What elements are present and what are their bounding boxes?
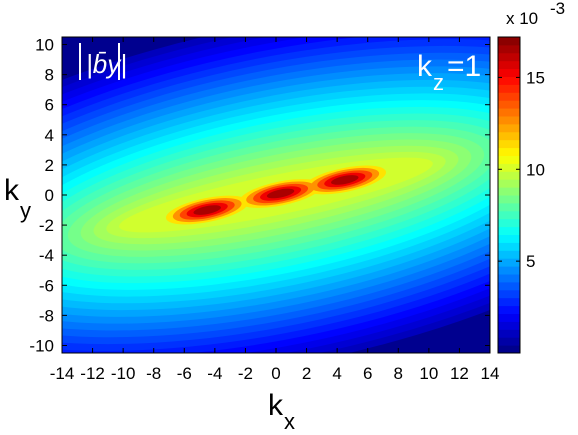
colorbar-band [498,163,520,172]
colorbar-band [498,92,520,101]
y-ticks: -10 -8 -6 -4 -2 0 2 4 6 8 10 [29,36,490,355]
colorbar-band [498,313,520,322]
kz-annotation: k z =1 [417,50,481,95]
colorbar-band [498,84,520,93]
colorbar-band [498,345,520,354]
colorbar-band [498,100,520,109]
colorbar-band [498,171,520,180]
x-axis-label: k x [268,389,295,434]
y-axis-label: k y [4,174,31,223]
x-axis-label-main: k [268,389,284,422]
colorbar: 5 10 15 x 10 -3 [497,0,565,354]
y-tick-label: 0 [45,186,54,205]
colorbar-band [498,60,520,70]
panel-label-text: |b̄y| [86,49,127,79]
colorbar-band [498,242,520,251]
x-tick-label: 4 [332,364,341,383]
y-tick-label: -6 [39,276,54,295]
colorbar-band [498,297,520,307]
panel-label: |b̄y| [79,43,127,80]
x-tick-label: -12 [80,364,105,383]
colorbar-band [498,123,520,133]
colorbar-band [498,305,520,314]
colorbar-band [498,289,520,299]
x-tick-label: -4 [207,364,222,383]
y-tick-label: -8 [39,306,54,325]
colorbar-band [498,274,520,283]
heat-peak [266,188,295,199]
colorbar-band [498,329,520,338]
kz-annotation-value: =1 [447,50,481,83]
y-tick-label: 4 [45,126,54,145]
y-tick-label: -10 [29,336,54,355]
y-tick-label: 8 [45,66,54,85]
colorbar-band [498,52,520,62]
x-tick-label: 0 [271,364,280,383]
colorbar-band [498,226,520,235]
colorbar-band [498,76,520,85]
y-tick-label: -2 [39,216,54,235]
x-tick-label: -2 [238,364,253,383]
colorbar-exponent: -3 [550,0,565,18]
colorbar-band [498,147,520,156]
y-axis-label-main: k [4,174,20,207]
y-tick-label: 10 [35,36,54,55]
x-tick-label: 2 [302,364,311,383]
y-axis-label-sub: y [20,198,31,223]
y-tick-label: 2 [45,156,54,175]
colorbar-multiplier: x 10 [506,9,538,28]
x-tick-label: -6 [177,364,192,383]
x-tick-label: 10 [419,364,438,383]
colorbar-bands [498,37,520,354]
colorbar-band [498,139,520,149]
colorbar-frame [497,36,521,354]
colorbar-tick-label: 10 [526,160,545,179]
x-tick-label: 6 [363,364,372,383]
x-tick-label: -10 [111,364,136,383]
colorbar-band [498,131,520,141]
colorbar-band [498,234,520,243]
colorbar-band [498,337,520,346]
colorbar-band [498,68,520,77]
x-tick-label: 8 [394,364,403,383]
heat-peak [331,175,359,185]
y-tick-label: -4 [39,246,54,265]
colorbar-band [498,202,520,212]
colorbar-band [498,195,520,204]
kz-annotation-sub: z [433,70,444,95]
colorbar-band [498,187,520,196]
kz-annotation-k: k [417,50,433,83]
colorbar-band [498,37,520,46]
colorbar-band [498,44,520,54]
x-axis-label-sub: x [284,409,295,434]
colorbar-band [498,258,520,267]
colorbar-band [498,281,520,291]
colorbar-band [498,179,520,188]
colorbar-band [498,210,520,220]
colorbar-ticks: 5 10 15 [498,68,545,271]
x-tick-label: -14 [50,364,75,383]
x-tick-label: 12 [450,364,469,383]
heat-peak [193,205,221,215]
colorbar-tick-label: 15 [526,68,545,87]
x-tick-label: 14 [481,364,500,383]
y-tick-label: 6 [45,96,54,115]
x-tick-label: -8 [146,364,161,383]
colorbar-band [498,108,520,117]
colorbar-band [498,321,520,330]
colorbar-band [498,266,520,275]
colorbar-band [498,155,520,164]
colorbar-band [498,116,520,125]
colorbar-band [498,250,520,259]
x-ticks: -14 -12 -10 -8 -6 -4 -2 0 2 4 6 8 10 12 14 [50,37,500,383]
colorbar-band [498,218,520,228]
colorbar-tick-label: 5 [526,252,535,271]
